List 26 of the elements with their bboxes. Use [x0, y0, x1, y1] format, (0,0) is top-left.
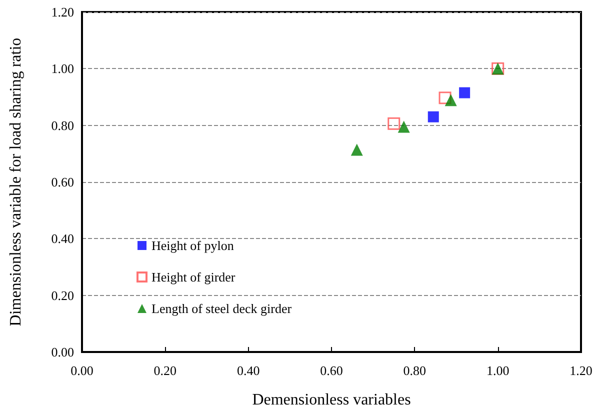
x-tick-label: 0.20	[154, 363, 177, 378]
legend-label: Height of girder	[152, 270, 236, 284]
y-axis-title: Dimensionless variable for load sharing ratio	[8, 38, 24, 326]
y-tick-label: 0.00	[51, 344, 74, 360]
point	[398, 120, 410, 133]
point	[459, 87, 470, 98]
legend-label: Length of steel deck girder	[152, 301, 292, 316]
x-tick-label: 0.00	[70, 363, 94, 378]
legend-label: Height of pylon	[152, 238, 234, 253]
y-tick-label: 0.40	[51, 231, 74, 246]
x-tick-label: 0.60	[320, 363, 343, 378]
y-tick-label: 1.20	[51, 4, 74, 20]
y-tick-label: 0.80	[51, 118, 74, 133]
x-tick-label: 1.00	[486, 363, 510, 378]
x-tick-label: 0.40	[236, 363, 260, 378]
point	[428, 111, 439, 122]
x-tick-label: 1.20	[570, 363, 592, 378]
y-tick-label: 0.60	[51, 174, 74, 190]
y-tick-label: 1.00	[51, 61, 74, 76]
point	[444, 94, 457, 106]
point	[388, 117, 400, 130]
point	[438, 92, 452, 104]
x-tick-label: 0.80	[403, 363, 426, 378]
point	[350, 144, 363, 156]
y-tick-label: 0.20	[51, 288, 74, 303]
x-axis-title: Demensionless variables	[252, 392, 411, 408]
